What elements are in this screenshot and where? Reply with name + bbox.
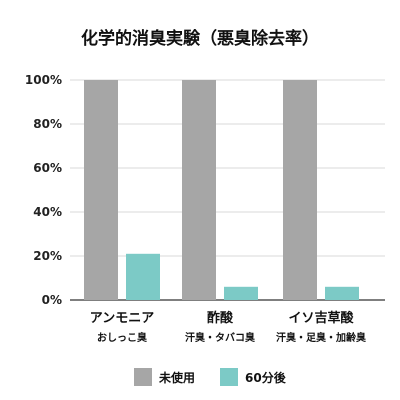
bar-layer [84, 80, 359, 300]
x-category-sublabel: 汗臭・タバコ臭 [185, 331, 255, 344]
x-category-label: アンモニア [90, 311, 154, 326]
x-category-sublabel: 汗臭・足臭・加齢臭 [276, 331, 366, 344]
bar-unused [84, 80, 118, 300]
bar-after-60min [325, 286, 359, 300]
legend-label: 未使用 [158, 370, 195, 385]
legend-label: 60分後 [245, 370, 287, 385]
bar-unused [182, 80, 216, 300]
y-tick-label: 0% [42, 293, 62, 307]
x-category-label: 酢酸 [207, 310, 234, 326]
y-tick-label: 20% [33, 249, 62, 263]
legend: 未使用 60分後 [134, 368, 287, 386]
x-category-sublabel: おしっこ臭 [97, 331, 147, 344]
legend-swatch [220, 368, 238, 386]
x-category-label: イソ吉草酸 [288, 310, 354, 326]
chart-title: 化学的消臭実験（悪臭除去率） [81, 28, 319, 49]
y-tick-label: 40% [33, 205, 62, 219]
y-tick-label: 80% [33, 117, 62, 131]
legend-swatch [134, 368, 152, 386]
y-tick-layer: 0% 20% 40% 60% 80% 100% [25, 73, 62, 307]
bar-after-60min [224, 286, 258, 300]
y-tick-label: 60% [33, 161, 62, 175]
bar-unused [283, 80, 317, 300]
bar-after-60min [126, 253, 160, 300]
y-tick-label: 100% [25, 73, 62, 87]
